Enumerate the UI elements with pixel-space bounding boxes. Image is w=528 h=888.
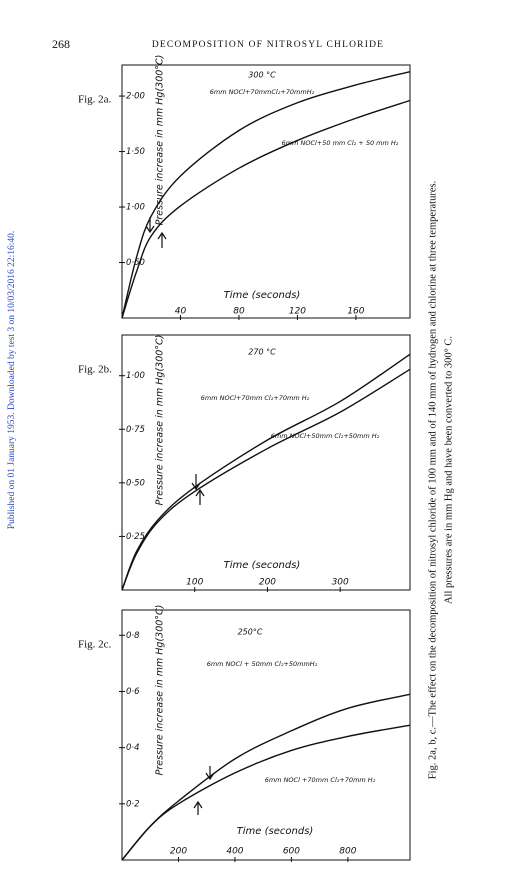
figure: Fig. 2a. 300 °C Pressure increase in mm Hg… [78,55,411,320]
y-tick-label: 0·6 [126,687,140,697]
figure: Fig. 2c. 250°C Pressure increase in mm Hg(… [78,605,411,862]
x-tick-label: 160 [347,307,364,317]
series-label: 6mm NOCl +70mm Cl₂+70mm H₂ [265,776,376,784]
running-title: DECOMPOSITION OF NITROSYL CHLORIDE [152,40,384,50]
x-tick-label: 200 [170,847,187,857]
y-tick-label: 0·25 [126,532,145,542]
x-tick-label: 300 [332,578,349,588]
series-label: 6mm NOCl + 50mm Cl₂+50mmH₂ [207,660,318,668]
chart-title: 250°C [238,628,263,637]
y-tick-label: 0·75 [126,425,145,435]
chart-title: 300 °C [248,71,276,80]
arrow [157,231,167,248]
arrow [193,800,203,815]
curve [121,70,411,319]
caption-line: Fig. 2a, b, c.—The effect on the decompo… [427,181,438,779]
x-axis-label: Time (seconds) [224,290,301,301]
series-label: 6mm NOCl+50 mm Cl₂ + 50 mm H₂ [282,139,399,147]
x-tick-label: 400 [226,847,243,857]
curve [121,724,411,861]
x-tick-label: 100 [186,578,203,588]
y-tick-label: 1·00 [126,371,145,381]
chart-title: 270 °C [248,348,276,357]
x-tick-label: 600 [283,847,300,857]
x-axis-label: Time (seconds) [237,826,314,837]
y-axis-label: Pressure increase in mm Hg(300°C) [155,605,166,776]
plot-frame [121,64,411,319]
x-axis-label: Time (seconds) [224,560,301,571]
plot-frame [121,609,411,861]
y-tick-label: 1·00 [126,203,145,213]
series-label: 6mm NOCl+50mm Cl₂+50mm H₂ [271,432,380,440]
y-tick-label: 2·00 [126,92,145,102]
caption-line: All pressures are in mm Hg and have been… [443,336,454,604]
x-tick-label: 200 [259,578,276,588]
arrow [195,488,205,505]
y-tick-label: 0·8 [126,631,140,641]
curve [121,353,411,591]
figure-label: Fig. 2b. [78,364,112,376]
series-label: 6mm NOCl+70mmCl₂+70mmH₂ [210,88,315,96]
y-axis-label: Pressure increase in mm Hg(300°C) [155,335,166,506]
x-tick-label: 80 [233,307,245,317]
side-note: Published on 01 January 1953. Downloaded… [7,231,17,529]
page-number: 268 [52,37,70,51]
y-axis-label: Pressure increase in mm Hg(300°C) [155,55,166,226]
y-tick-label: 0·50 [126,478,145,488]
figure-label: Fig. 2a. [78,94,112,106]
x-tick-label: 120 [289,307,306,317]
y-tick-label: 1·50 [126,147,145,157]
plot-frame [121,334,411,591]
figure: Fig. 2b. 270 °C Pressure increase in mm Hg… [78,334,411,592]
y-tick-label: 0·2 [126,799,140,809]
y-tick-label: 0·4 [126,743,140,753]
x-tick-label: 40 [175,307,187,317]
curve [121,368,411,591]
series-label: 6mm NOCl+70mm Cl₂+70mm H₂ [201,394,310,402]
x-tick-label: 800 [339,847,356,857]
curve [121,99,411,319]
figure-label: Fig. 2c. [78,639,112,651]
